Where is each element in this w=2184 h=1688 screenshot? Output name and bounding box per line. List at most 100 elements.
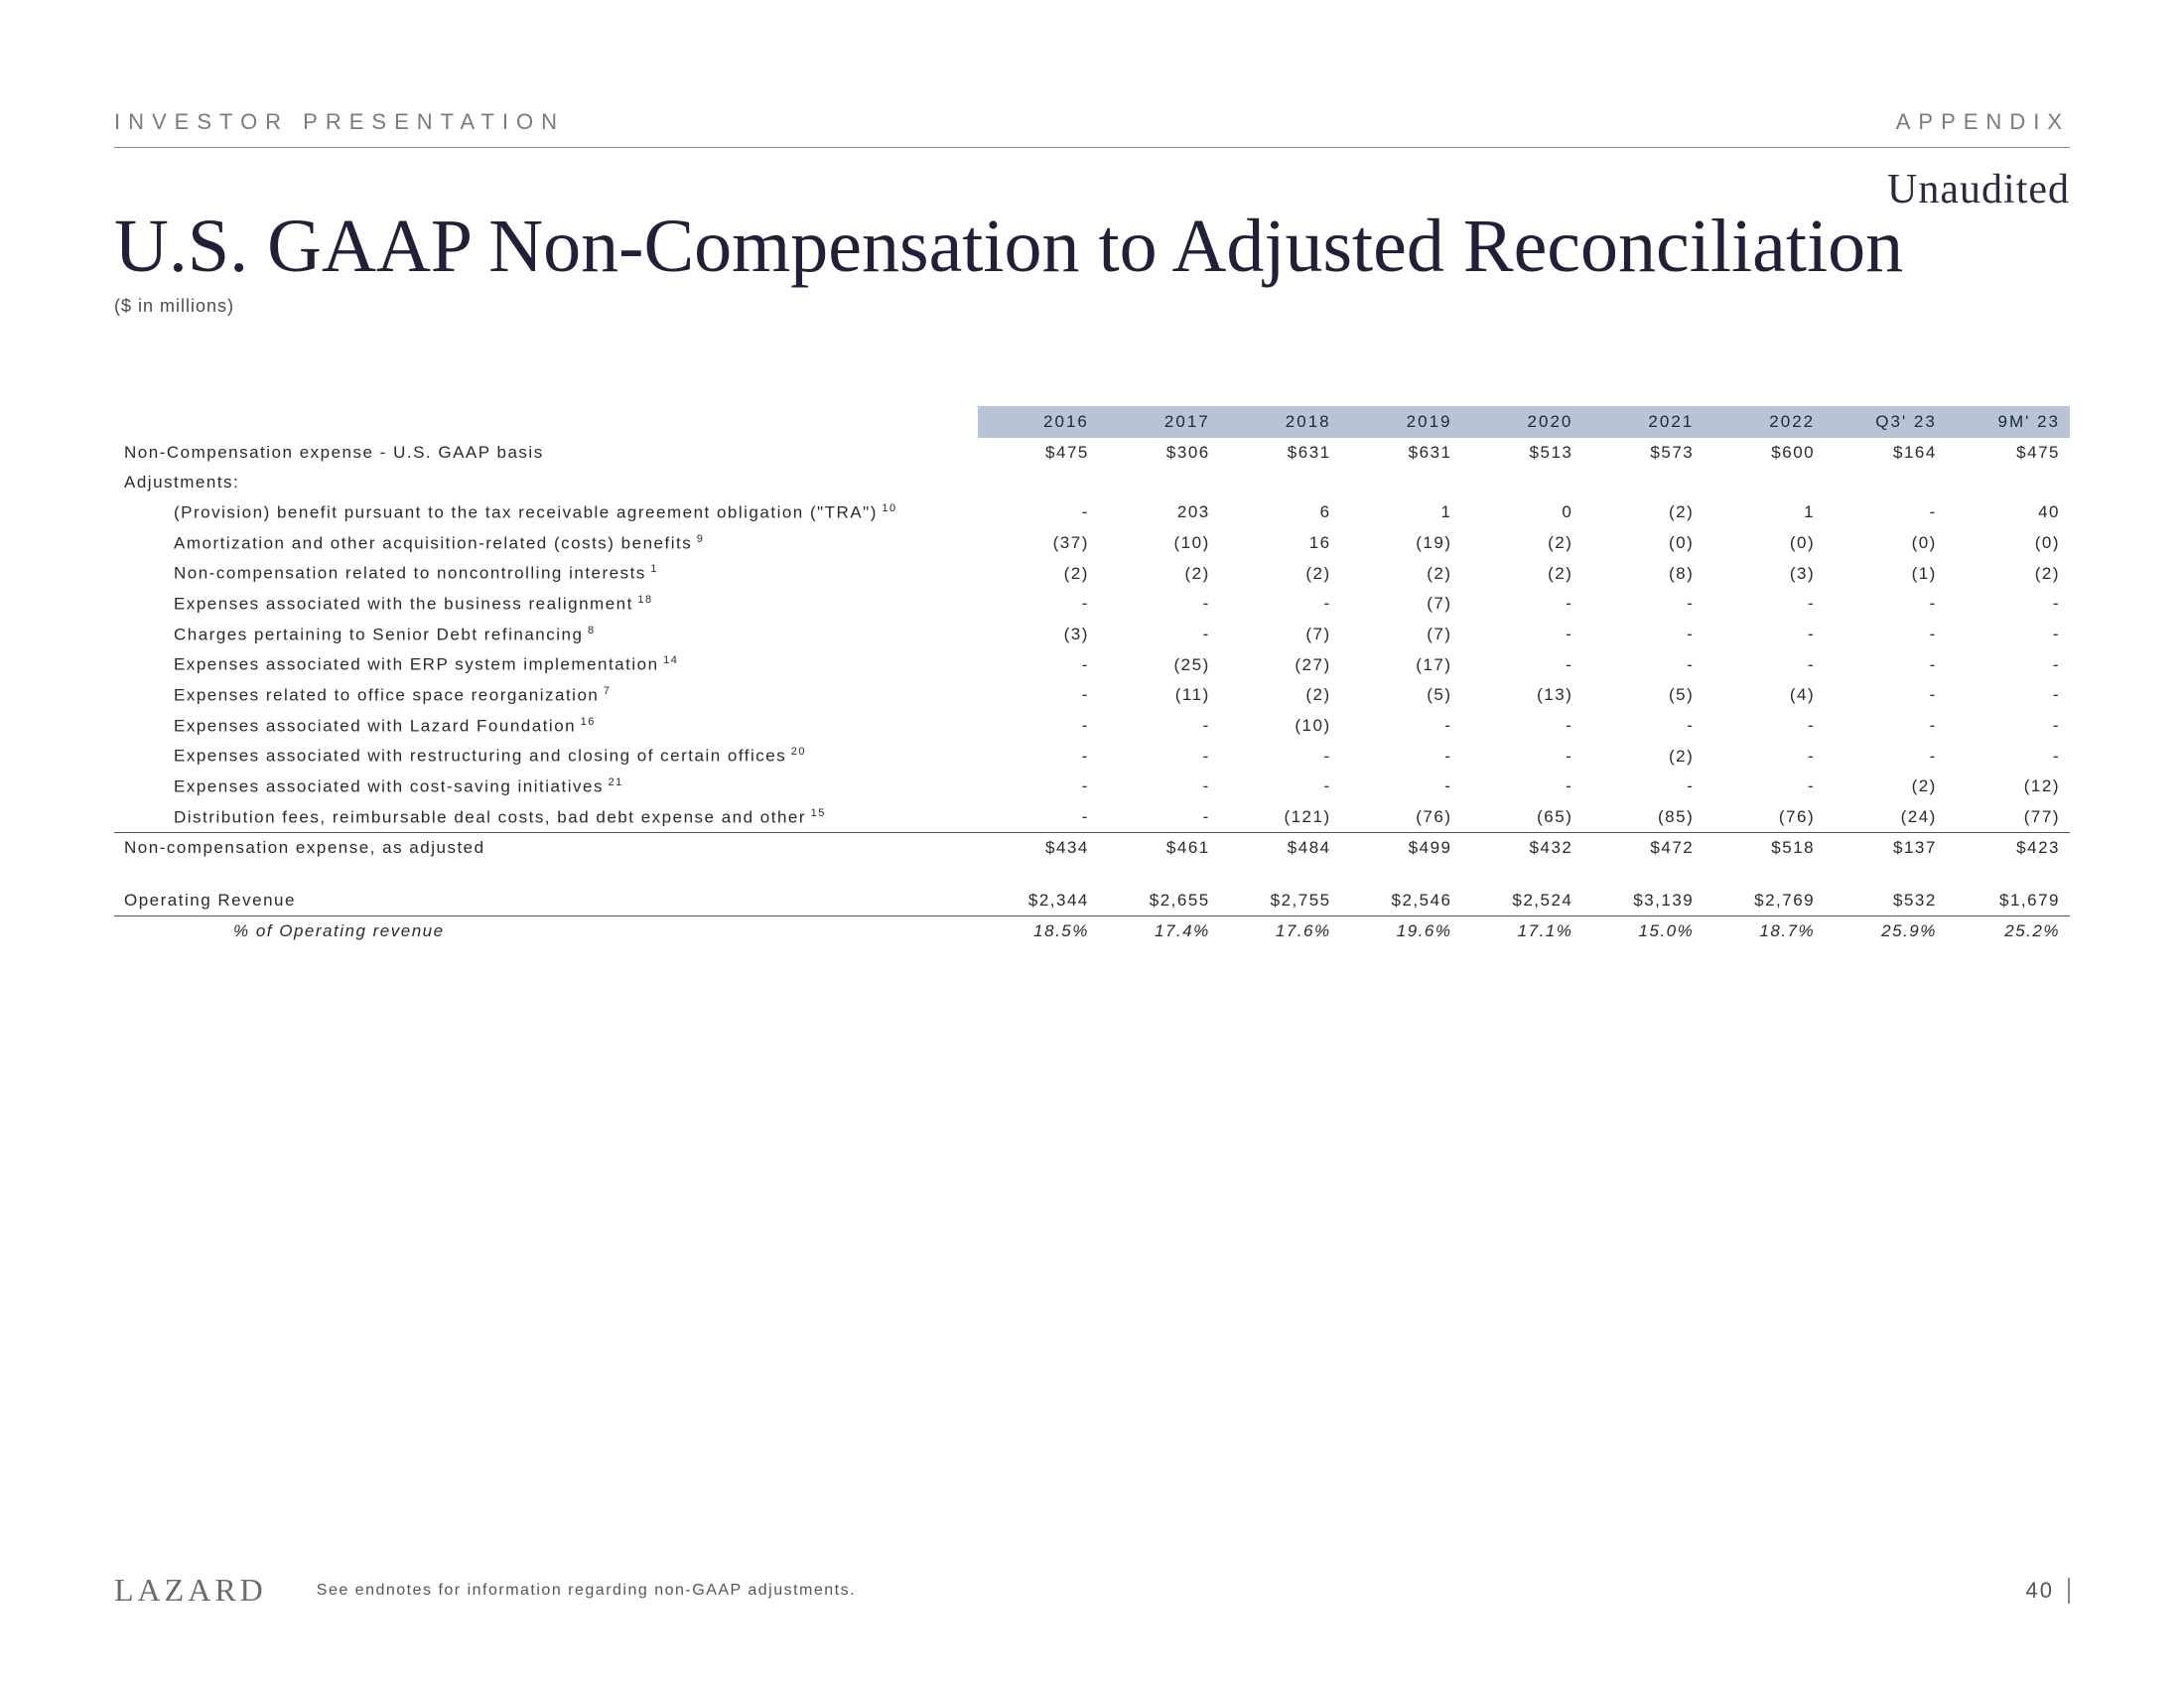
cell-value: -	[1947, 589, 2070, 620]
header-left: INVESTOR PRESENTATION	[114, 109, 565, 135]
cell-value	[1947, 468, 2070, 497]
column-header: 2017	[1099, 406, 1220, 438]
cell-value: (2)	[1825, 772, 1947, 802]
column-header: 2019	[1341, 406, 1462, 438]
cell-value: (121)	[1220, 802, 1341, 833]
cell-value: -	[1704, 741, 1825, 772]
cell-value: (2)	[1947, 558, 2070, 589]
header-empty	[114, 406, 978, 438]
cell-value: (24)	[1825, 802, 1947, 833]
cell-value	[1704, 468, 1825, 497]
cell-value: -	[1462, 711, 1583, 742]
cell-value: -	[1947, 649, 2070, 680]
subtitle: ($ in millions)	[114, 296, 2070, 317]
cell-value: $475	[1947, 438, 2070, 468]
cell-value: -	[1825, 649, 1947, 680]
cell-value: (12)	[1947, 772, 2070, 802]
table-row: Expenses associated with Lazard Foundati…	[114, 711, 2070, 742]
cell-value: $3,139	[1582, 863, 1704, 916]
cell-value: (76)	[1341, 802, 1462, 833]
cell-value: 203	[1099, 497, 1220, 528]
cell-value: $475	[978, 438, 1099, 468]
cell-value: (27)	[1220, 649, 1341, 680]
cell-value: $518	[1704, 833, 1825, 864]
cell-value	[1825, 468, 1947, 497]
cell-value: (76)	[1704, 802, 1825, 833]
cell-value: -	[1704, 711, 1825, 742]
cell-value: (7)	[1341, 620, 1462, 650]
table-row: Expenses associated with cost-saving ini…	[114, 772, 2070, 802]
cell-value: -	[978, 649, 1099, 680]
cell-value	[1462, 468, 1583, 497]
row-label: Amortization and other acquisition-relat…	[114, 528, 978, 559]
column-header: 9M' 23	[1947, 406, 2070, 438]
cell-value: -	[978, 711, 1099, 742]
row-label: Non-compensation expense, as adjusted	[114, 833, 978, 864]
cell-value: (2)	[978, 558, 1099, 589]
cell-value: -	[1462, 589, 1583, 620]
cell-value: -	[1947, 620, 2070, 650]
cell-value: $2,755	[1220, 863, 1341, 916]
cell-value: -	[978, 802, 1099, 833]
table-row: Expenses associated with restructuring a…	[114, 741, 2070, 772]
cell-value: $2,546	[1341, 863, 1462, 916]
cell-value: $306	[1099, 438, 1220, 468]
column-header: 2022	[1704, 406, 1825, 438]
cell-value: 25.2%	[1947, 916, 2070, 947]
cell-value: -	[1582, 772, 1704, 802]
cell-value: (5)	[1582, 680, 1704, 711]
cell-value: (1)	[1825, 558, 1947, 589]
cell-value: $1,679	[1947, 863, 2070, 916]
table-row: Distribution fees, reimbursable deal cos…	[114, 802, 2070, 833]
cell-value: -	[1825, 497, 1947, 528]
cell-value: (8)	[1582, 558, 1704, 589]
cell-value: (3)	[978, 620, 1099, 650]
row-label: Expenses associated with the business re…	[114, 589, 978, 620]
cell-value: 15.0%	[1582, 916, 1704, 947]
cell-value: 40	[1947, 497, 2070, 528]
table-row: Expenses associated with the business re…	[114, 589, 2070, 620]
column-header: Q3' 23	[1825, 406, 1947, 438]
table-row: Expenses related to office space reorgan…	[114, 680, 2070, 711]
row-label: Expenses associated with cost-saving ini…	[114, 772, 978, 802]
row-label: (Provision) benefit pursuant to the tax …	[114, 497, 978, 528]
cell-value: 18.7%	[1704, 916, 1825, 947]
cell-value: $2,524	[1462, 863, 1583, 916]
cell-value: (7)	[1220, 620, 1341, 650]
cell-value: $2,769	[1704, 863, 1825, 916]
cell-value: 1	[1704, 497, 1825, 528]
cell-value: $137	[1825, 833, 1947, 864]
row-label: Expenses associated with ERP system impl…	[114, 649, 978, 680]
cell-value: (2)	[1462, 558, 1583, 589]
cell-value: -	[1704, 649, 1825, 680]
cell-value	[1220, 468, 1341, 497]
column-header: 2021	[1582, 406, 1704, 438]
cell-value: 17.1%	[1462, 916, 1583, 947]
cell-value: (0)	[1582, 528, 1704, 559]
cell-value: -	[1341, 772, 1462, 802]
cell-value: -	[1099, 741, 1220, 772]
row-label: Adjustments:	[114, 468, 978, 497]
cell-value: (77)	[1947, 802, 2070, 833]
table-row: Expenses associated with ERP system impl…	[114, 649, 2070, 680]
column-header: 2016	[978, 406, 1099, 438]
cell-value: $434	[978, 833, 1099, 864]
cell-value: (2)	[1099, 558, 1220, 589]
cell-value	[1582, 468, 1704, 497]
cell-value: (7)	[1341, 589, 1462, 620]
cell-value: -	[1220, 589, 1341, 620]
cell-value: -	[1704, 772, 1825, 802]
page-title: U.S. GAAP Non-Compensation to Adjusted R…	[114, 204, 2070, 290]
cell-value: -	[1099, 620, 1220, 650]
cell-value	[1099, 468, 1220, 497]
cell-value: (0)	[1947, 528, 2070, 559]
row-label: Operating Revenue	[114, 863, 978, 916]
cell-value: 17.4%	[1099, 916, 1220, 947]
cell-value: -	[1099, 772, 1220, 802]
cell-value: (2)	[1341, 558, 1462, 589]
cell-value: -	[978, 680, 1099, 711]
cell-value: (13)	[1462, 680, 1583, 711]
cell-value: 19.6%	[1341, 916, 1462, 947]
cell-value: -	[978, 772, 1099, 802]
table-header-row: 2016201720182019202020212022Q3' 239M' 23	[114, 406, 2070, 438]
